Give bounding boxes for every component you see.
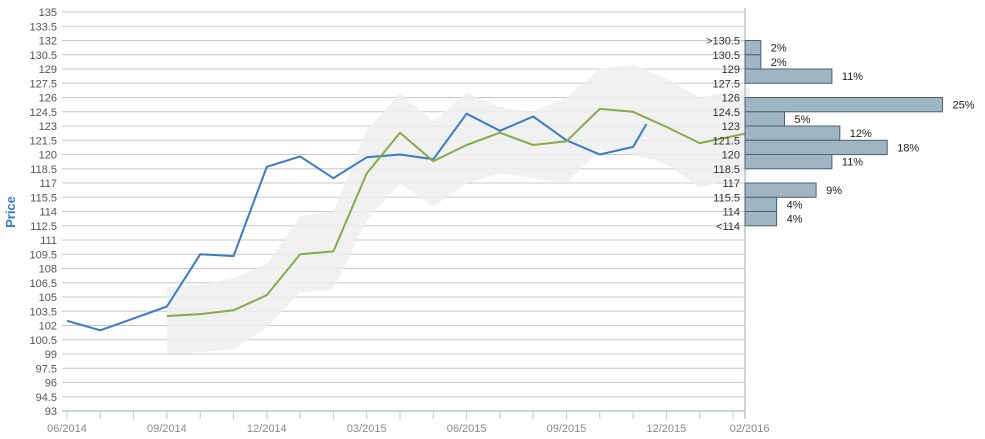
- histogram-bar: [744, 125, 841, 141]
- y-tick-label: 123: [39, 121, 57, 133]
- histogram-bin-label: 114: [722, 207, 740, 219]
- y-axis-label: Price: [3, 196, 18, 228]
- histogram-bin-label: 129: [722, 64, 740, 76]
- histogram-bin-label: 120: [722, 150, 740, 162]
- y-tick-label: 132: [39, 36, 57, 48]
- histogram-bin-label: 124.5: [712, 107, 740, 119]
- y-tick-label: 135: [39, 7, 57, 19]
- y-tick-label: 93: [45, 406, 57, 418]
- histogram-bar: [744, 182, 817, 198]
- y-tick-label: 114: [39, 207, 57, 219]
- y-tick-label: 115.5: [30, 192, 57, 204]
- histogram-bin-label: <114: [716, 221, 740, 233]
- histogram-bar: [744, 139, 888, 156]
- histogram-bin-label: 117: [722, 178, 740, 190]
- histogram-percent-label: 4%: [787, 199, 803, 211]
- y-tick-label: 133.5: [29, 21, 57, 33]
- actual-series-line: [66, 112, 648, 332]
- y-tick-label: 100.5: [29, 335, 57, 347]
- x-tick-label: 09/2014: [147, 423, 187, 435]
- axes: 135 133.5 132 130.5 129 127.5 126 124.5 123 121.5…: [29, 7, 769, 435]
- histogram-bin-label: 115.5: [713, 192, 740, 204]
- histogram-percent-label: 4%: [787, 214, 803, 226]
- forecast-series-line: [166, 107, 750, 317]
- y-tick-label: 118.5: [30, 164, 57, 176]
- y-tick-label: 103.5: [29, 306, 57, 318]
- x-tick-label: 12/2014: [247, 423, 287, 435]
- histogram-bar: [744, 154, 833, 170]
- x-tick-label: 06/2015: [447, 423, 487, 435]
- histogram-bar: [744, 40, 762, 56]
- y-tick-label: 117: [39, 178, 57, 190]
- x-tick-label: 09/2015: [547, 423, 587, 435]
- y-tick-label: 112.5: [30, 221, 57, 233]
- y-tick-label: 105: [39, 292, 57, 304]
- histogram-percent-label: 25%: [953, 100, 975, 112]
- y-tick-label: 111: [40, 235, 57, 247]
- histogram-bin-label: 121.5: [712, 135, 740, 147]
- y-tick-label: 102: [39, 321, 57, 333]
- histogram-bar: [744, 111, 785, 127]
- y-tick-label: 99: [45, 349, 57, 361]
- histogram-percent-label: 2%: [771, 57, 787, 69]
- y-tick-label: 127.5: [29, 78, 57, 90]
- y-tick-label: 106.5: [29, 278, 57, 290]
- histogram-percent-label: 2%: [771, 43, 787, 55]
- histogram-bar: [744, 68, 833, 84]
- y-tick-label: 129: [39, 64, 57, 76]
- histogram-percent-label: 12%: [850, 128, 872, 140]
- y-tick-label: 97.5: [36, 363, 57, 375]
- x-tick-label: 06/2014: [47, 423, 87, 435]
- x-tick-label: 12/2015: [647, 423, 687, 435]
- histogram-bin-label: >130.5: [706, 36, 740, 48]
- x-tick-label: 03/2015: [347, 423, 387, 435]
- y-tick-label: 109.5: [29, 249, 57, 261]
- y-tick-label: 126: [39, 93, 57, 105]
- y-tick-label: 130.5: [29, 50, 57, 62]
- histogram-bin-label: 130.5: [712, 50, 740, 62]
- forecast-band: [166, 64, 750, 355]
- histogram-bar: [744, 54, 762, 70]
- histogram-percent-label: 11%: [842, 157, 863, 169]
- histogram-bar: [744, 97, 943, 113]
- y-tick-label: 120: [39, 150, 57, 162]
- histogram-bin-label: 123: [722, 121, 740, 133]
- histogram-percent-label: 5%: [795, 114, 811, 126]
- histogram-bar: [744, 196, 778, 213]
- histogram-bar: [744, 211, 778, 227]
- forecast-confidence-band: [166, 64, 750, 355]
- y-tick-label: 96: [45, 378, 57, 390]
- histogram-percent-label: 9%: [826, 185, 842, 197]
- histogram-bin-label: 118.5: [713, 164, 740, 176]
- y-tick-label: 94.5: [36, 392, 57, 404]
- histogram-bin-label: 127.5: [712, 78, 740, 90]
- histogram-percent-label: 11%: [842, 71, 863, 83]
- histogram-bin-label: 126: [722, 93, 740, 105]
- histogram: 2% >130.5 2% 130.5 11% 129 127.5 25% 126 5% 124.5 1…: [706, 36, 975, 233]
- y-tick-label: 124.5: [29, 107, 57, 119]
- x-tick-label: 02/2016: [730, 423, 770, 435]
- y-tick-label: 121.5: [29, 135, 57, 147]
- histogram-percent-label: 18%: [897, 142, 919, 154]
- series-lines: [66, 107, 750, 332]
- y-tick-label: 108: [39, 264, 57, 276]
